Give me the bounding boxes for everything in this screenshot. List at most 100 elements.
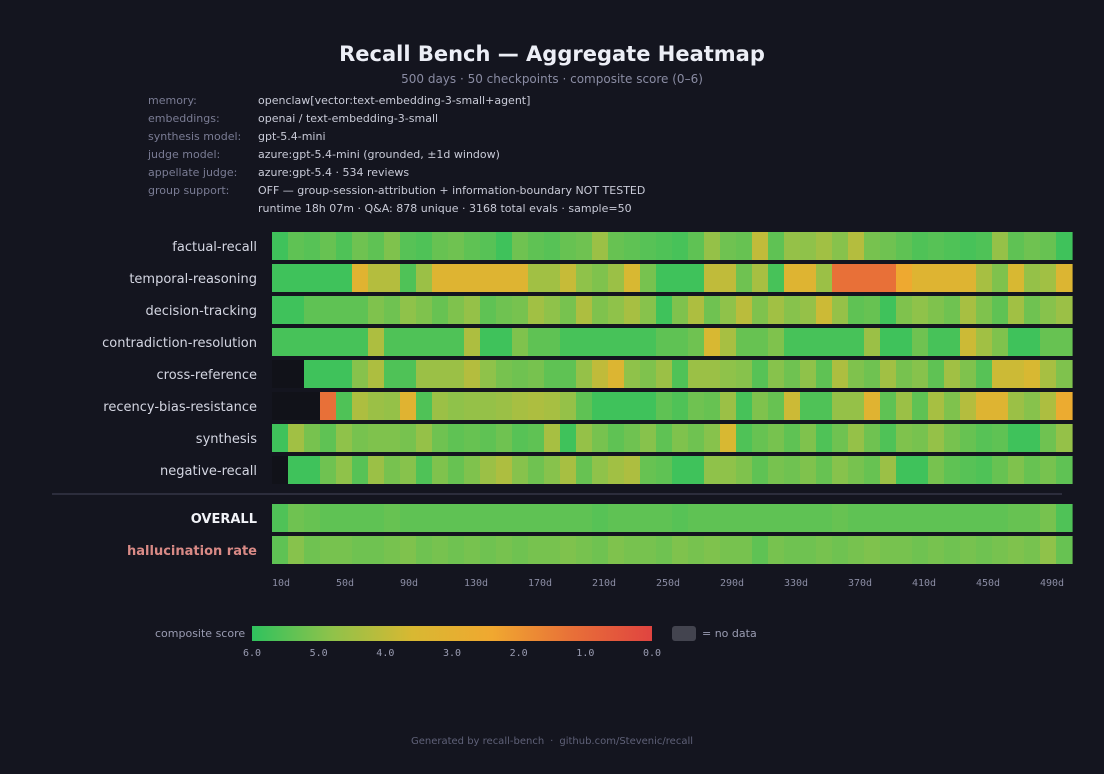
heatmap-cell: [1024, 392, 1041, 420]
row-label: negative-recall: [160, 464, 257, 479]
heatmap-cell: [1056, 536, 1073, 564]
heatmap-cell: [560, 264, 577, 292]
heatmap-cell: [560, 504, 577, 532]
heatmap-cell: [832, 392, 849, 420]
heatmap-cell: [1024, 232, 1041, 260]
heatmap-cell: [752, 264, 769, 292]
heatmap-cell: [272, 264, 289, 292]
heatmap-cell: [816, 504, 833, 532]
heatmap-cell: [400, 264, 417, 292]
heatmap-cell: [560, 328, 577, 356]
heatmap-cell: [1056, 424, 1073, 452]
heatmap-cell: [944, 360, 961, 388]
heatmap-cell: [704, 536, 721, 564]
heatmap-cell: [576, 456, 593, 484]
heatmap-cell: [1040, 536, 1057, 564]
heatmap-cell: [432, 328, 449, 356]
heatmap-cell: [592, 360, 609, 388]
heatmap-cell: [704, 264, 721, 292]
heatmap-cell: [816, 424, 833, 452]
heatmap-cell: [768, 296, 785, 324]
x-tick-label: 250d: [656, 578, 680, 589]
meta-value: gpt-5.4-mini: [258, 130, 326, 143]
heatmap-cell: [816, 296, 833, 324]
heatmap-cell: [400, 360, 417, 388]
heatmap-cell: [912, 328, 929, 356]
heatmap-cell: [656, 424, 673, 452]
legend-title: composite score: [155, 627, 246, 640]
heatmap-cell: [432, 424, 449, 452]
heatmap-cell: [432, 536, 449, 564]
heatmap-cell: [416, 264, 433, 292]
heatmap-cell: [416, 360, 433, 388]
heatmap-cell: [352, 232, 369, 260]
heatmap-cell: [608, 456, 625, 484]
heatmap-cell: [576, 264, 593, 292]
heatmap-cell: [752, 328, 769, 356]
heatmap-cell: [400, 456, 417, 484]
heatmap-cell: [960, 296, 977, 324]
heatmap-cell: [512, 392, 529, 420]
x-tick-label: 490d: [1040, 578, 1064, 589]
heatmap-cell: [1024, 504, 1041, 532]
meta-row: runtime 18h 07m · Q&A: 878 unique · 3168…: [148, 200, 645, 218]
heatmap-cell: [432, 360, 449, 388]
heatmap-cell: [272, 232, 289, 260]
heatmap-cell: [1024, 536, 1041, 564]
heatmap-cell: [432, 456, 449, 484]
heatmap-cell: [944, 424, 961, 452]
heatmap-cell: [704, 328, 721, 356]
heatmap-cell: [864, 456, 881, 484]
heatmap-cell: [752, 504, 769, 532]
heatmap-cell: [528, 536, 545, 564]
heatmap-cell: [992, 360, 1009, 388]
heatmap-cell: [704, 456, 721, 484]
heatmap-cell: [560, 456, 577, 484]
heatmap-cell: [736, 328, 753, 356]
heatmap-cell: [528, 456, 545, 484]
heatmap-cell: [928, 504, 945, 532]
heatmap-cell: [832, 424, 849, 452]
heatmap-cell: [704, 360, 721, 388]
heatmap-cell: [992, 232, 1009, 260]
heatmap-cell: [272, 456, 289, 484]
heatmap-cell: [704, 392, 721, 420]
heatmap-cell: [576, 392, 593, 420]
heatmap-cell: [416, 296, 433, 324]
footer-link[interactable]: github.com/Stevenic/recall: [559, 736, 694, 747]
heatmap-cell: [768, 328, 785, 356]
heatmap-cell: [704, 504, 721, 532]
heatmap-cell: [432, 504, 449, 532]
legend-tick: 0.0: [642, 648, 662, 659]
heatmap-cell: [864, 536, 881, 564]
heatmap-cell: [480, 456, 497, 484]
heatmap-cell: [496, 392, 513, 420]
heatmap-cell: [896, 504, 913, 532]
heatmap-cell: [1008, 536, 1025, 564]
heatmap-cell: [864, 296, 881, 324]
heatmap-cell: [672, 232, 689, 260]
heatmap-cell: [384, 392, 401, 420]
heatmap-cell: [704, 232, 721, 260]
heatmap-cell: [752, 232, 769, 260]
heatmap-cell: [512, 536, 529, 564]
heatmap-cell: [320, 328, 337, 356]
heatmap-cell: [880, 456, 897, 484]
heatmap-cell: [960, 328, 977, 356]
heatmap-cell: [352, 392, 369, 420]
meta-row: memory: openclaw[vector:text-embedding-3-…: [148, 92, 645, 110]
heatmap-cell: [656, 504, 673, 532]
heatmap-cell: [528, 504, 545, 532]
heatmap-cell: [640, 264, 657, 292]
heatmap-cell: [336, 392, 353, 420]
heatmap-cell: [304, 328, 321, 356]
heatmap-cell: [1008, 328, 1025, 356]
footer: Generated by recall-bench · github.com/Ste…: [410, 736, 694, 747]
heatmap-cell: [608, 504, 625, 532]
heatmap-cell: [448, 536, 465, 564]
heatmap-cell: [352, 360, 369, 388]
heatmap-cell: [768, 456, 785, 484]
heatmap-cell: [512, 296, 529, 324]
heatmap-cell: [752, 392, 769, 420]
legend-tick: 3.0: [442, 648, 462, 659]
